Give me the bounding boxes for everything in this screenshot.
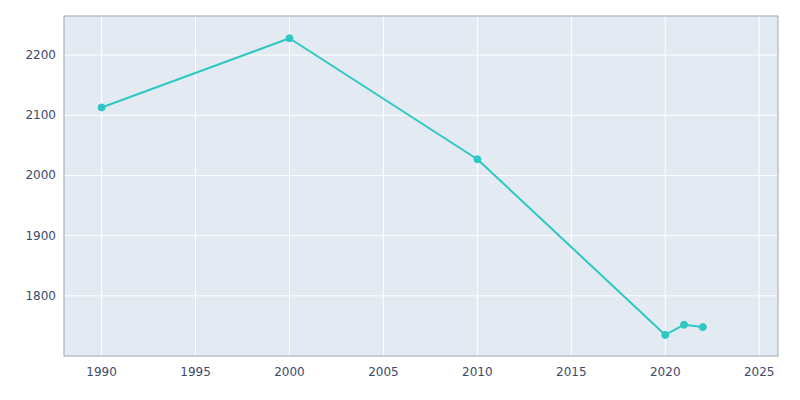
grid (64, 16, 778, 356)
x-grid-line (101, 16, 102, 356)
y-grid-line (64, 295, 778, 296)
x-tick-label: 2010 (462, 365, 493, 379)
x-tick-label: 2015 (556, 365, 587, 379)
plot-background (64, 16, 778, 356)
chart-container: 1990 1995 2000 2005 2010 2015 2020 2025 1800 1900… (0, 0, 800, 400)
population-line (102, 38, 703, 335)
axes: 1990 1995 2000 2005 2010 2015 2020 2025 1800 1900… (25, 48, 774, 379)
data-point (699, 324, 706, 331)
y-grid-line (64, 175, 778, 176)
y-grid-line (64, 55, 778, 56)
y-tick-label: 1900 (25, 229, 56, 243)
data-point (474, 156, 481, 163)
data-point (681, 321, 688, 328)
x-grid-line (477, 16, 478, 356)
x-tick-label: 2020 (650, 365, 681, 379)
data-point (286, 35, 293, 42)
x-tick-label: 1995 (180, 365, 211, 379)
plot-frame (64, 16, 778, 356)
y-tick-label: 2100 (25, 108, 56, 122)
data-point (98, 104, 105, 111)
x-grid-line (289, 16, 290, 356)
x-grid-line (759, 16, 760, 356)
y-grid-line (64, 235, 778, 236)
x-grid-line (571, 16, 572, 356)
x-grid-line (195, 16, 196, 356)
y-tick-label: 2200 (25, 48, 56, 62)
x-tick-label: 2025 (744, 365, 775, 379)
x-tick-label: 1990 (86, 365, 117, 379)
y-tick-label: 2000 (25, 168, 56, 182)
x-grid-line (383, 16, 384, 356)
data-group (98, 35, 706, 339)
x-tick-label: 2005 (368, 365, 399, 379)
x-tick-label: 2000 (274, 365, 305, 379)
chart-svg: 1990 1995 2000 2005 2010 2015 2020 2025 1800 1900… (0, 0, 800, 400)
data-point (662, 331, 669, 338)
y-grid-line (64, 115, 778, 116)
x-grid-line (665, 16, 666, 356)
y-tick-label: 1800 (25, 289, 56, 303)
